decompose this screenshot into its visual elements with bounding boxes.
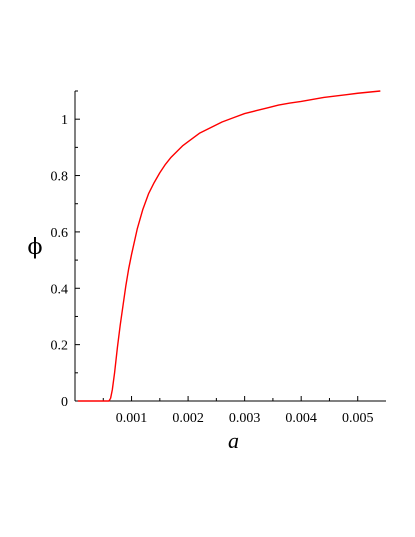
y-tick-label: 0.2 <box>51 339 69 354</box>
x-tick-label: 0.002 <box>172 411 204 426</box>
x-axis-label: a <box>228 428 239 453</box>
y-tick-label: 0.4 <box>51 282 69 297</box>
y-axis-label: ϕ <box>28 235 43 260</box>
y-tick-label: 0.6 <box>51 226 69 241</box>
y-tick-label: 1 <box>61 113 68 128</box>
x-tick-label: 0.005 <box>342 411 374 426</box>
x-tick-label: 0.003 <box>229 411 261 426</box>
series-line <box>77 90 381 402</box>
series <box>77 90 381 402</box>
y-tick-label: 0.8 <box>51 170 69 185</box>
ticks: 0 0.2 0.4 0.6 0.8 1 0.001 0.002 0.003 0.004 0.005 <box>51 90 374 426</box>
axes <box>74 91 386 402</box>
x-tick-label: 0.001 <box>116 411 148 426</box>
x-tick-label: 0.004 <box>285 411 317 426</box>
y-tick-label: 0 <box>61 395 68 410</box>
